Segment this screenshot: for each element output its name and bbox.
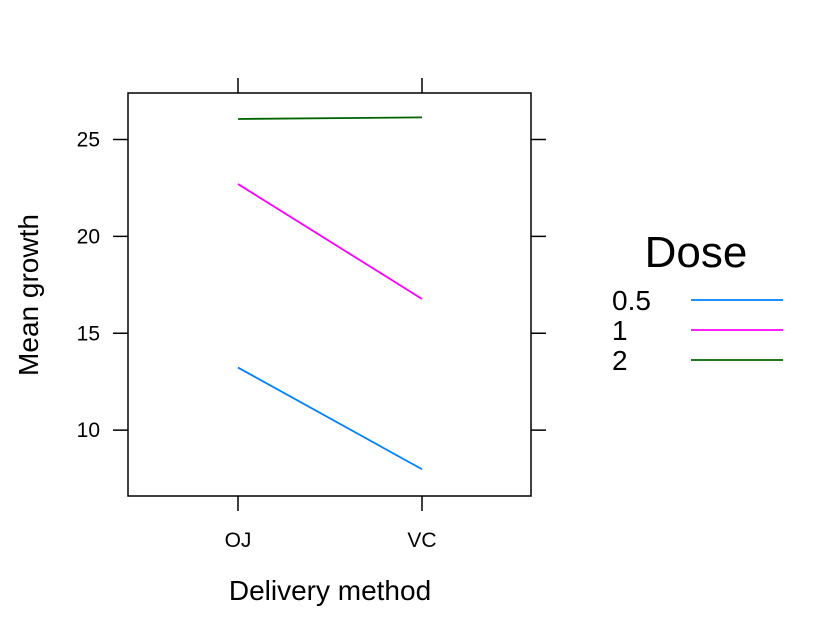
legend-label: 1 [612,315,628,346]
legend-label: 2 [612,345,628,376]
y-tick-label: 10 [77,419,100,442]
x-tick-label: VC [407,529,436,552]
legend-title: Dose [645,228,748,277]
plot-panel [127,92,532,497]
series-line-1 [237,183,423,300]
series-line-0.5 [237,366,423,471]
legend: Dose 0.512 [612,228,783,376]
x-axis-title: Delivery method [229,575,431,606]
series-lines [237,116,423,471]
y-axis-title: Mean growth [13,214,44,376]
x-axis: OJ VC [225,78,437,552]
legend-label: 0.5 [612,285,651,316]
y-axis: 10 15 20 25 [77,129,546,442]
y-tick-label: 20 [77,225,100,248]
x-tick-label: OJ [225,529,252,552]
series-line-2 [237,116,423,120]
y-tick-label: 25 [77,129,100,152]
y-tick-label: 15 [77,322,100,345]
